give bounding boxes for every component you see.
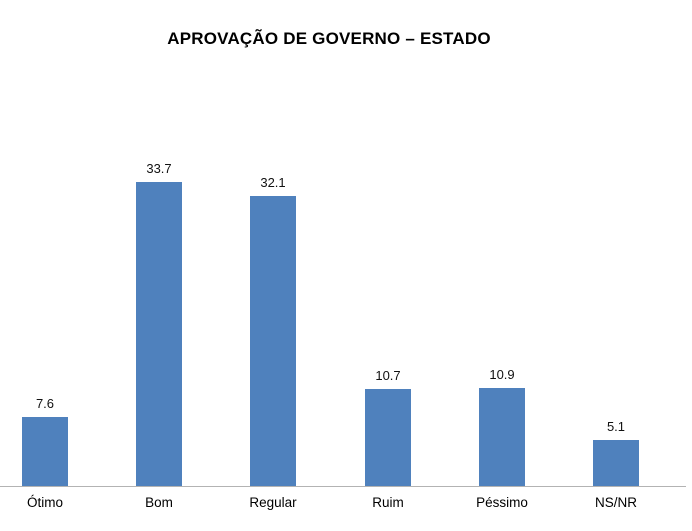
- value-label: 10.7: [375, 368, 401, 383]
- x-tick-label: Ruim: [372, 495, 404, 510]
- bar--timo: [22, 417, 68, 486]
- value-label: 10.9: [489, 367, 515, 382]
- x-tick-label: NS/NR: [594, 495, 637, 510]
- bar-ruim: [365, 389, 411, 486]
- x-tick-label: Péssimo: [476, 495, 528, 510]
- value-label: 5.1: [606, 419, 626, 434]
- x-tick-label: Bom: [145, 495, 173, 510]
- chart-title: APROVAÇÃO DE GOVERNO – ESTADO: [167, 29, 491, 48]
- value-label: 7.6: [35, 396, 55, 411]
- bar-regular: [250, 196, 296, 486]
- x-axis-line: [0, 486, 686, 487]
- bar-ns-nr: [593, 440, 639, 486]
- bar-bom: [136, 182, 182, 486]
- value-label: 33.7: [146, 161, 172, 176]
- x-tick-label: Regular: [249, 495, 297, 510]
- x-tick-label: Ótimo: [26, 495, 63, 510]
- bar-p-ssimo: [479, 388, 525, 486]
- value-label: 32.1: [260, 175, 286, 190]
